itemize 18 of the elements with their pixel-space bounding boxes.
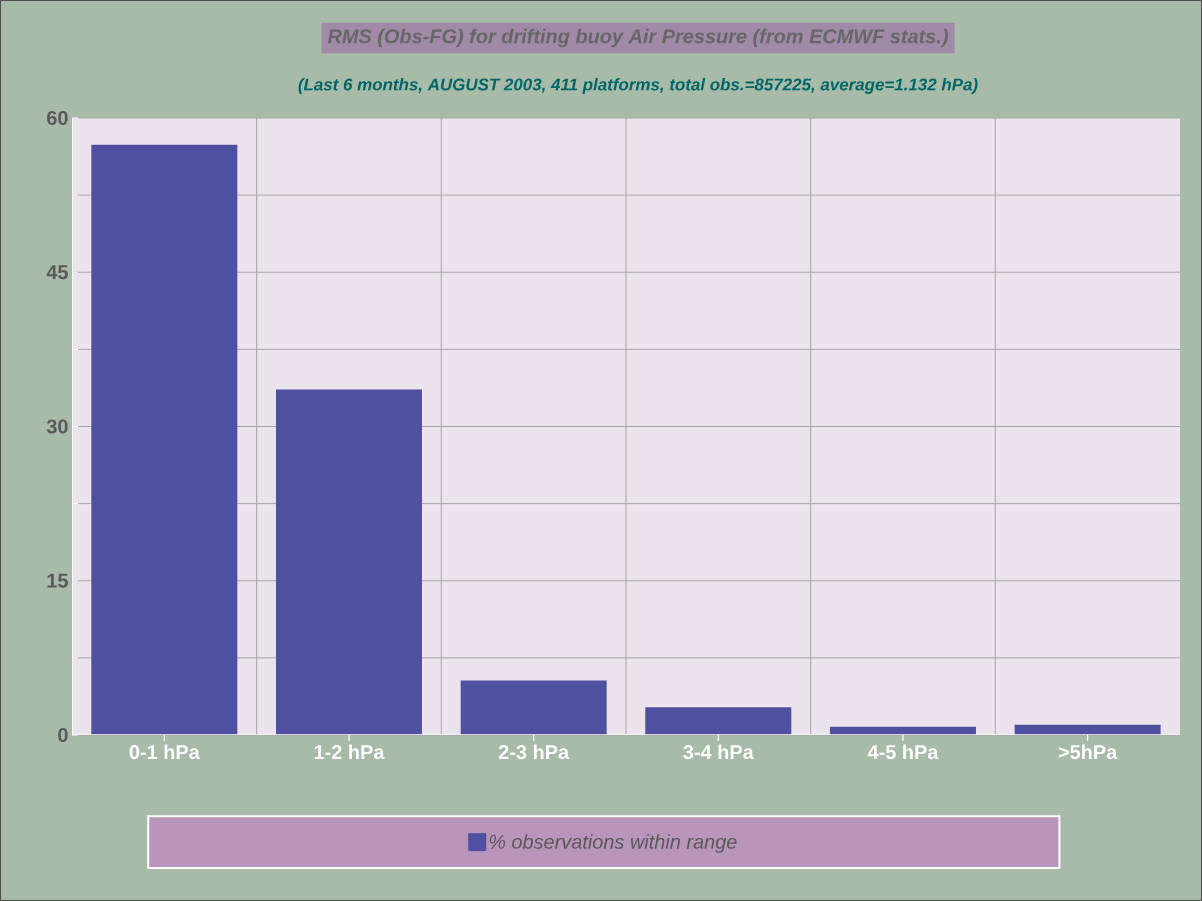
y-tick-label: 0 bbox=[58, 727, 68, 742]
x-tick-label: 2-3 hPa bbox=[498, 744, 570, 759]
y-tick-label: 45 bbox=[46, 265, 68, 279]
chart-title: RMS (Obs-FG) for drifting buoy Air Pressure (from ECMWF stats.) bbox=[327, 28, 948, 48]
legend-label: % observations within range bbox=[489, 833, 737, 853]
x-tick-label: 1-2 hPa bbox=[314, 744, 385, 759]
chart-subtitle: (Last 6 months, AUGUST 2003, 411 platforms, total obs.=857225, average=1.132 hPa) bbox=[298, 77, 978, 94]
bar bbox=[91, 144, 238, 735]
x-tick-label: >5hPa bbox=[1058, 744, 1118, 759]
y-tick-label: 30 bbox=[46, 419, 68, 434]
bar bbox=[276, 389, 422, 735]
bar bbox=[645, 706, 792, 735]
x-tick-label: 4-5 hPa bbox=[867, 744, 939, 759]
x-tick-label: 0-1 hPa bbox=[129, 744, 200, 759]
y-tick-label: 60 bbox=[47, 110, 68, 125]
y-tick-label: 15 bbox=[47, 573, 68, 588]
x-tick-label: 3-4 hPa bbox=[683, 744, 754, 759]
bar bbox=[460, 680, 607, 735]
